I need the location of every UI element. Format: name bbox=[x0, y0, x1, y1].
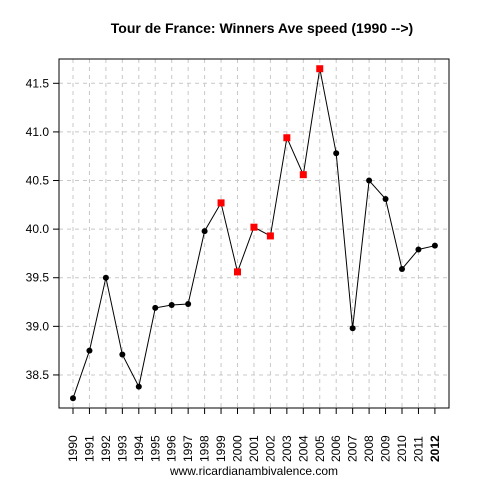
x-tick-label: 2011 bbox=[411, 436, 425, 462]
y-tick-label: 40.5 bbox=[26, 174, 50, 188]
x-tick-label: 2001 bbox=[247, 435, 261, 462]
highlight-square-marker bbox=[316, 65, 324, 73]
x-tick-label: 2010 bbox=[395, 435, 409, 462]
x-tick-label: 2000 bbox=[231, 435, 245, 462]
x-tick-label: 1998 bbox=[198, 435, 212, 462]
x-tick-label: 1991 bbox=[82, 435, 96, 462]
x-tick-label: 2005 bbox=[313, 435, 327, 462]
x-tick-label: 1997 bbox=[181, 435, 195, 462]
data-point-marker bbox=[366, 177, 373, 184]
y-tick-label: 41.5 bbox=[26, 76, 50, 90]
data-point-marker bbox=[152, 304, 159, 311]
x-tick-label: 1992 bbox=[99, 435, 113, 462]
y-tick-label: 39.0 bbox=[26, 319, 50, 333]
x-tick-label: 1993 bbox=[115, 435, 129, 462]
x-tick-label: 2002 bbox=[263, 435, 277, 462]
data-point-marker bbox=[399, 265, 405, 272]
x-tick-label: 2004 bbox=[296, 435, 310, 462]
data-point-marker bbox=[102, 274, 109, 281]
data-point-marker bbox=[168, 301, 175, 308]
data-point-marker bbox=[415, 246, 422, 253]
x-tick-label: 1990 bbox=[66, 435, 80, 462]
data-point-marker bbox=[70, 395, 76, 402]
marker-layer bbox=[70, 65, 438, 402]
axes-layer: 38.5 39.0 39.5 40.0 40.5 41.0 41.5 1990 1991 1992… bbox=[26, 76, 442, 462]
data-point-marker bbox=[119, 351, 126, 358]
data-point-marker bbox=[86, 347, 93, 354]
source-caption: www.ricardianambivalence.com bbox=[169, 464, 338, 478]
x-tick-label: 2006 bbox=[329, 435, 343, 462]
data-point-marker bbox=[431, 242, 438, 249]
x-tick-label: 1999 bbox=[214, 435, 228, 462]
x-tick-label: 2007 bbox=[346, 435, 360, 462]
highlight-square-marker bbox=[217, 199, 225, 207]
y-tick-label: 40.0 bbox=[26, 222, 50, 236]
highlight-square-marker bbox=[266, 232, 274, 240]
grid-layer bbox=[59, 59, 449, 408]
highlight-square-marker bbox=[250, 223, 258, 231]
x-tick-label: 1994 bbox=[132, 435, 146, 462]
x-tick-label: 2009 bbox=[379, 435, 393, 462]
x-tick-label: 2003 bbox=[280, 435, 294, 462]
y-tick-label: 41.0 bbox=[26, 125, 50, 139]
x-tick-label: 2012 bbox=[428, 435, 442, 462]
data-point-marker bbox=[382, 195, 389, 202]
x-tick-label: 1995 bbox=[148, 435, 162, 462]
y-tick-label: 38.5 bbox=[26, 368, 50, 382]
y-tick-label: 39.5 bbox=[26, 271, 50, 285]
highlight-square-marker bbox=[283, 134, 291, 142]
data-point-marker bbox=[201, 228, 208, 235]
highlight-square-marker bbox=[299, 171, 307, 179]
highlight-square-marker bbox=[234, 268, 241, 276]
data-point-marker bbox=[349, 325, 356, 332]
x-tick-label: 1996 bbox=[165, 435, 179, 462]
data-point-marker bbox=[135, 383, 142, 390]
chart-title: Tour de France: Winners Ave speed (1990 … bbox=[111, 20, 413, 36]
data-point-marker bbox=[333, 150, 340, 157]
x-tick-label: 2008 bbox=[362, 435, 376, 462]
data-point-marker bbox=[185, 300, 192, 307]
